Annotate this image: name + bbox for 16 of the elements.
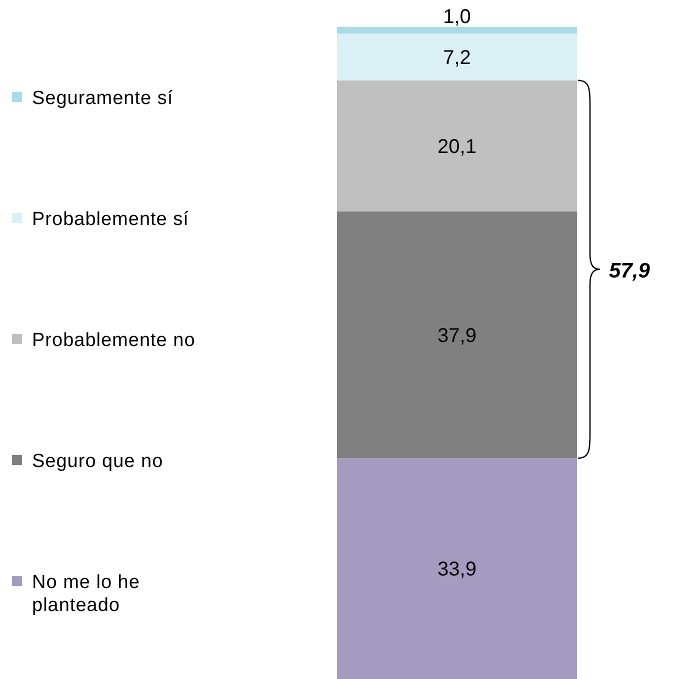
legend-label: Probablemente no [32,330,196,351]
bar [337,458,577,679]
bar [337,34,577,80]
data-label: 33,9 [438,558,476,581]
text: 57,9 [609,259,650,282]
data-label: 7,2 [443,46,471,69]
data-label: 20,1 [438,136,476,158]
bar [337,27,577,34]
legend-label: Probablemente sí [32,209,190,230]
data-label: 1,0 [443,6,471,28]
bar [337,80,577,212]
legend-label: Seguro que no [32,451,164,472]
bar [337,211,577,458]
legend-label: No me lo he planteado [32,572,140,616]
legend-label: Seguramente sí [32,88,174,109]
data-label: 37,9 [438,324,476,347]
